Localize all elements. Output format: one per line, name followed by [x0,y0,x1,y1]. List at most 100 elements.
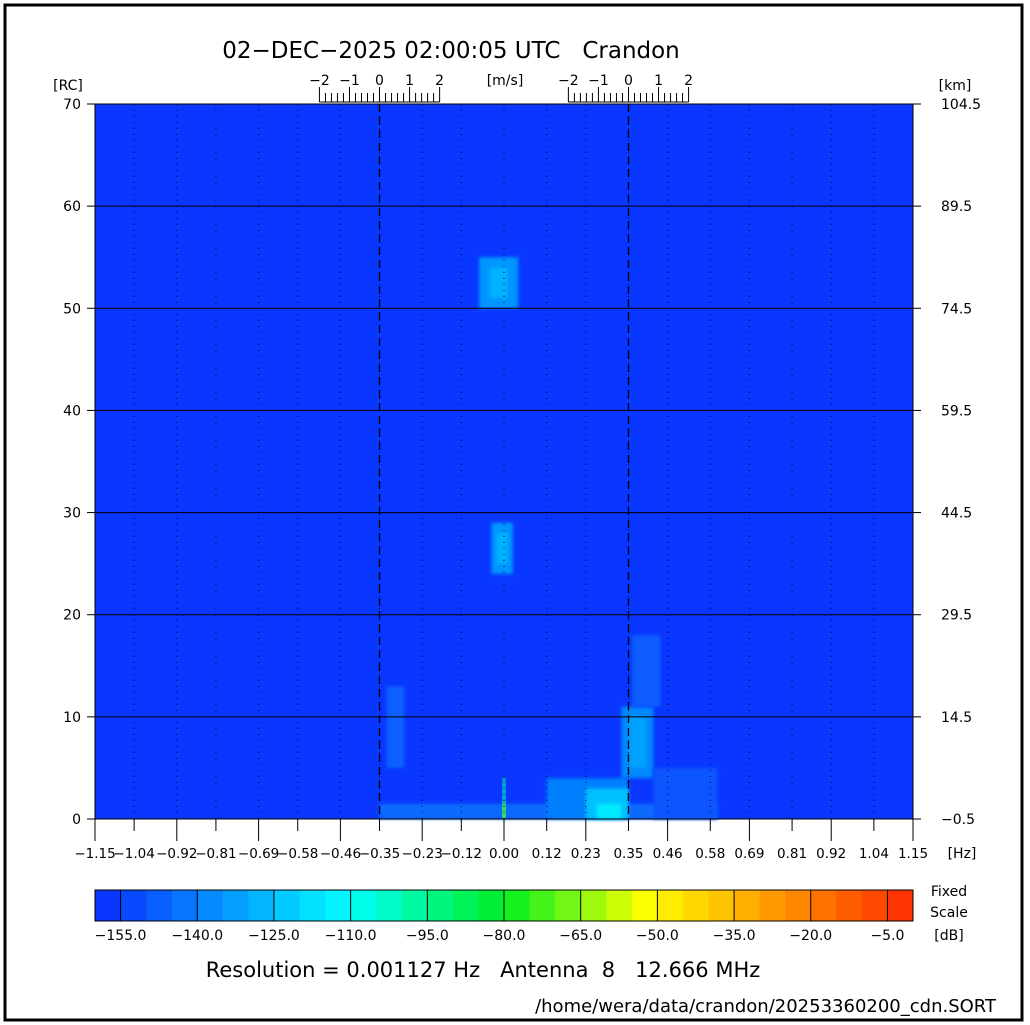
colorbar-swatch [120,890,147,921]
colorbar-swatch [504,890,531,921]
y-right-tick-label: −0.5 [941,812,975,828]
colorbar-border [94,889,914,922]
colorbar-swatch [682,890,709,921]
velocity-tick-label: −2 [309,73,330,89]
colorbar-swatch [197,890,224,921]
plot-border [94,103,914,820]
x-tick-label: 0.35 [613,846,643,862]
velocity-tick-label: 1 [654,73,663,89]
x-tick-label: −1.04 [113,846,154,862]
x-tick-label: −0.35 [359,846,400,862]
heatmap-region [496,533,508,564]
colorbar-swatch [887,890,914,921]
axes: 0 −0.510 14.520 29.530 44.540 59.550 74.560 89.… [53,73,981,862]
x-unit: [Hz] [948,846,977,862]
colorbar-label-scale: Scale [930,905,968,921]
colorbar-swatch [555,890,582,921]
y-right-tick-label: 89.5 [941,199,972,215]
y-left-tick-label: 60 [63,199,81,215]
x-tick-label: 1.04 [859,846,889,862]
x-tick-label: 0.92 [816,846,846,862]
colorbar-swatch [248,890,275,921]
resolution-text: Resolution = 0.001127 Hz Antenna 8 12.66… [206,958,761,982]
colorbar-swatch [325,890,352,921]
colorbar-swatch [427,890,454,921]
colorbar-tick-label: −5.0 [870,928,904,944]
x-tick-label: 0.46 [653,846,683,862]
colorbar-swatch [631,890,658,921]
y-left-tick-label: 70 [63,97,81,113]
colorbar-tick-label: −50.0 [636,928,679,944]
x-tick-label: −0.58 [277,846,318,862]
y-right-tick-label: 59.5 [941,403,972,419]
colorbar-tick-label: −125.0 [248,928,300,944]
velocity-tick-label: 1 [405,73,414,89]
x-tick-label: 0.00 [489,846,519,862]
colorbar-swatch [478,890,505,921]
colorbar-swatch [580,890,607,921]
heatmap-region [596,803,622,819]
y-right-unit: [km] [939,78,972,94]
y-right-tick-label: 14.5 [941,710,972,726]
colorbar-swatch [146,890,173,921]
colorbar: −155.0 −140.0 −125.0 −110.0 −95.0 −80.0 −65.0 −… [94,884,968,944]
colorbar-swatch [273,890,300,921]
y-left-tick-label: 50 [63,301,81,317]
colorbar-swatch [606,890,633,921]
y-left-tick-label: 40 [63,403,81,419]
x-tick-label: −0.81 [195,846,236,862]
velocity-tick-label: 2 [435,73,444,89]
colorbar-tick-label: −110.0 [325,928,377,944]
x-tick-label: 0.12 [532,846,562,862]
heatmap-region [502,803,506,819]
colorbar-swatch [785,890,812,921]
colorbar-swatch [95,890,122,921]
velocity-tick-label: 2 [684,73,693,89]
colorbar-swatch [759,890,786,921]
colorbar-tick-label: −65.0 [559,928,602,944]
colorbar-swatch [734,890,761,921]
heatmap-background [95,104,913,819]
y-left-tick-label: 30 [63,506,81,522]
y-right-tick-label: 29.5 [941,608,972,624]
heatmap-region [628,716,647,768]
colorbar-swatch [708,890,735,921]
x-tick-label: −0.92 [156,846,197,862]
figure-frame [3,3,1024,1022]
x-tick-label: −0.69 [238,846,279,862]
colorbar-swatch [810,890,837,921]
colorbar-swatch [452,890,479,921]
y-left-tick-label: 20 [63,608,81,624]
colorbar-tick-label: −140.0 [171,928,223,944]
colorbar-swatch [350,890,377,921]
velocity-unit: [m/s] [487,73,524,89]
colorbar-label-fixed: Fixed [931,884,967,900]
velocity-tick-label: 0 [624,73,633,89]
colorbar-swatch [222,890,249,921]
colorbar-tick-label: −35.0 [713,928,756,944]
velocity-tick-label: −1 [339,73,360,89]
colorbar-tick-label: −80.0 [483,928,526,944]
colorbar-swatch [401,890,428,921]
x-tick-label: 0.58 [695,846,725,862]
x-tick-label: −0.23 [402,846,443,862]
y-right-tick-label: 104.5 [941,97,981,113]
colorbar-swatch [861,890,888,921]
heatmap-region [502,778,506,819]
heatmap-region [653,767,718,819]
x-tick-label: −0.46 [320,846,361,862]
velocity-tick-label: 0 [375,73,384,89]
colorbar-swatch [836,890,863,921]
file-path: /home/wera/data/crandon/20253360200_cdn.… [535,996,997,1017]
y-left-unit: [RC] [53,78,83,94]
colorbar-unit: [dB] [934,928,963,944]
chart-title: 02−DEC−2025 02:00:05 UTC Crandon [222,38,680,64]
heatmap-region [489,267,508,299]
x-tick-label: 0.69 [734,846,764,862]
heatmap-region [386,686,405,768]
colorbar-tick-label: −155.0 [95,928,147,944]
x-tick-label: −1.15 [74,846,115,862]
heatmap [95,104,913,819]
x-tick-label: 1.15 [898,846,928,862]
